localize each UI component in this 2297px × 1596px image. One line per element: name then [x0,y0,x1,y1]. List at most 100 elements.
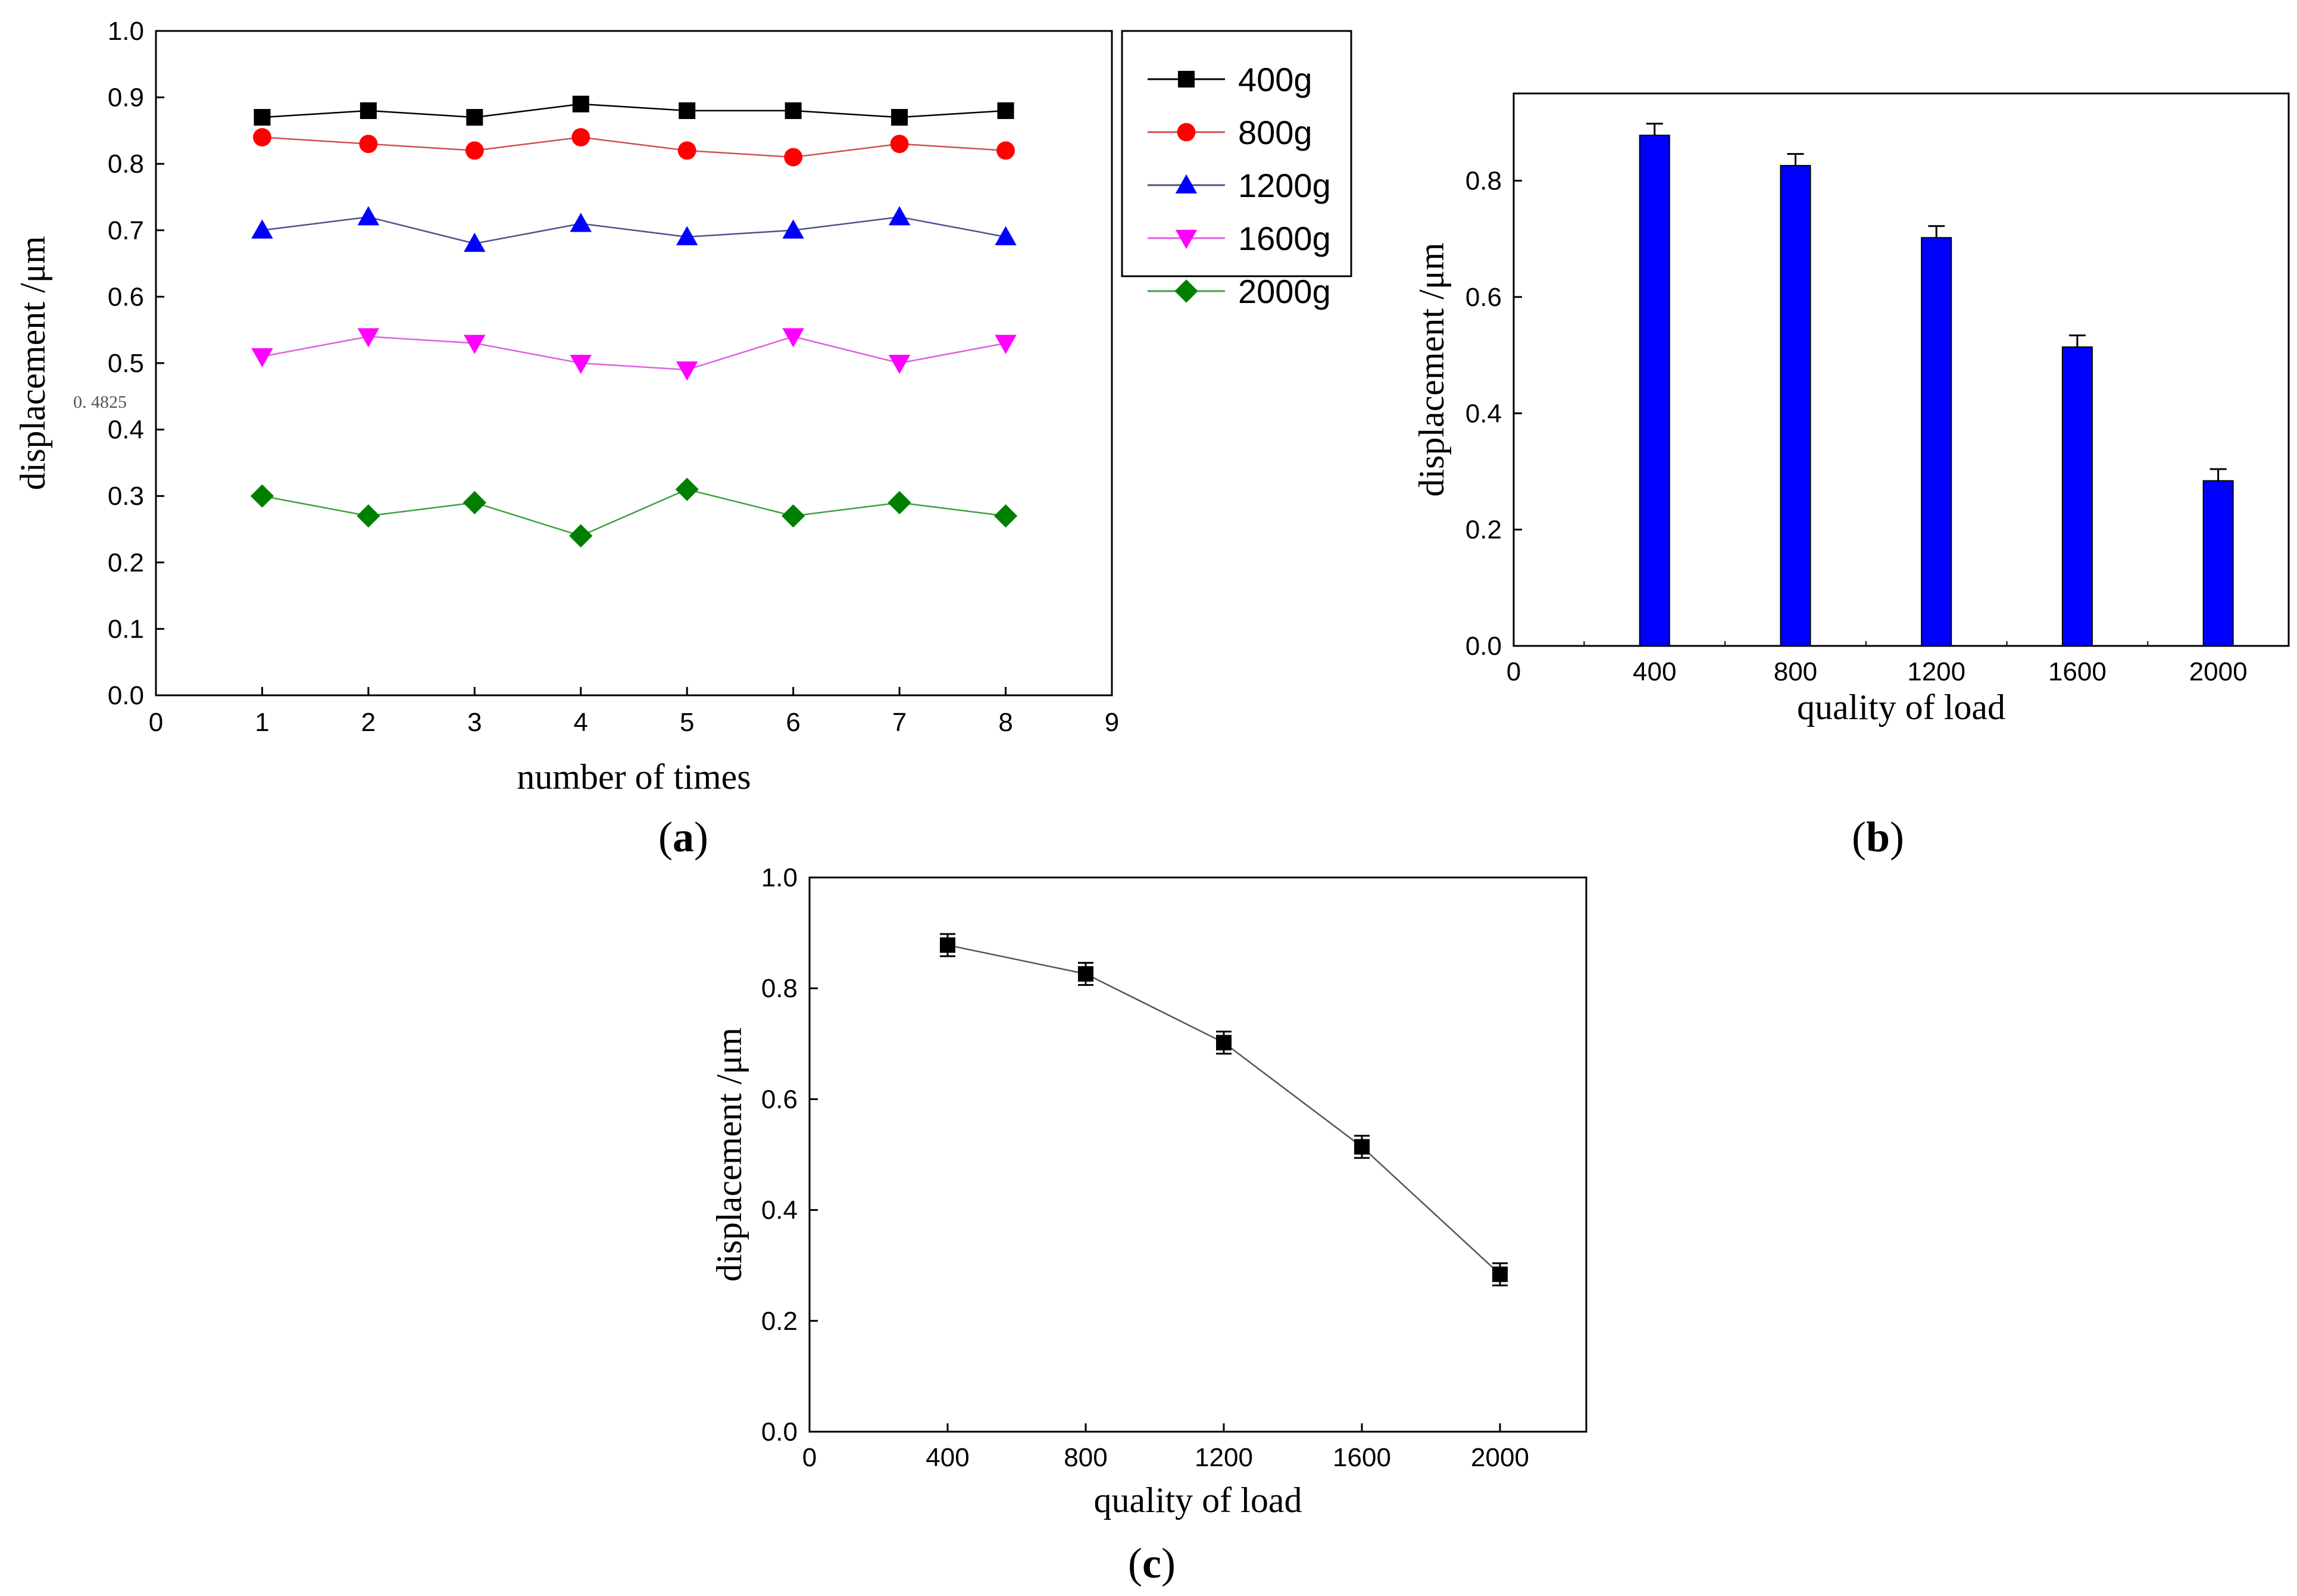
bar-1200 [1921,237,1952,646]
y-tick-label: 0.7 [108,216,144,245]
legend-label: 1200g [1238,167,1331,204]
data-point-2000g [887,491,911,514]
x-tick-label: 1600 [1333,1443,1391,1472]
data-point-800g [465,141,484,160]
legend-label: 1600g [1238,220,1331,257]
x-tick-label: 8 [998,708,1012,737]
x-tick-label: 0 [149,708,163,737]
y-tick-label: 0.0 [108,681,144,710]
data-point-400g [572,95,589,113]
data-point-1200g [570,213,592,232]
series-line-800g [262,136,1006,158]
data-point-2000g [462,491,486,514]
y-tick-label: 0.4 [1465,399,1502,428]
data-point-1200g [251,219,273,239]
data-point-1600g [251,348,273,368]
y-tick-label: 0.3 [108,482,144,511]
data-point-1200g [676,226,698,245]
y-tick-label: 0.6 [1465,283,1502,312]
y-tick-label: 0.4 [761,1196,798,1225]
data-point-1600g [570,355,592,374]
data-point-400g [679,102,696,119]
x-tick-label: 1600 [2048,657,2107,686]
data-point-1600g [464,335,486,354]
series-line-1600g [262,336,1006,371]
chart-a: 0 1 2 3 4 5 6 7 8 9 0.0 0.1 0.2 0.3 0.4 0.5 0.6 0.7 0.8 0.9… [13,17,1119,797]
y-tick-label: 1.0 [108,17,144,46]
series-line [947,944,1501,1275]
series-line-1200g [262,216,1006,245]
data-point-800g [253,128,271,146]
bar-2000 [2202,480,2234,646]
panel-label-c: (c) [1128,1539,1176,1587]
y-tick-label: 0.2 [761,1307,798,1336]
x-axis-label: quality of load [1094,1481,1302,1520]
data-point-1200g [782,219,804,239]
legend-label: 800g [1238,114,1312,151]
bar-1600 [2061,346,2093,646]
x-tick-label: 2 [361,708,376,737]
data-point-1200g [995,226,1017,245]
legend-marker [1175,174,1198,193]
legend-label: 400g [1238,61,1312,98]
data-point-1600g [995,335,1017,354]
data-point-1200g [464,232,486,252]
plot-frame-c [808,876,1587,1433]
data-point [1492,1266,1508,1282]
bar-800 [1780,165,1811,646]
legend-marker [1178,71,1195,88]
data-point-1200g [357,206,380,226]
x-tick-label: 800 [1064,1443,1107,1472]
plot-frame-a [155,30,1113,697]
x-axis-label: quality of load [1797,688,2005,727]
x-tick-label: 2000 [2189,657,2248,686]
y-tick-label: 0.0 [761,1417,798,1447]
y-tick-label: 0.8 [108,149,144,179]
y-tick-label: 0.0 [1465,632,1502,661]
data-point-400g [997,102,1014,119]
data-point [940,937,955,953]
legend-a: 400g 800g 1200g 1600g 2000g [1121,30,1352,310]
data-point-1600g [782,328,804,348]
x-tick-label: 800 [1774,657,1817,686]
data-point-400g [254,109,271,126]
legend-box [1121,30,1352,277]
data-point [1078,966,1093,982]
data-point-1600g [676,361,698,381]
y-tick-label: 0.2 [1465,516,1502,545]
y-axis-label: displacement /μm [1412,242,1451,496]
panel-label-b: (b) [1852,813,1904,861]
plot-frame-b [1512,92,2290,647]
data-point-800g [890,135,909,154]
data-point-800g [571,128,590,146]
data-point [1216,1035,1232,1051]
x-tick-label: 1200 [1195,1443,1253,1472]
chart-c: 0 400 800 1200 1600 2000 0.0 0.2 0.4 0.6 0.8 1.0 qua… [710,863,1587,1520]
data-point-2000g [357,504,380,528]
data-point-2000g [675,477,699,501]
data-point-800g [784,148,803,167]
y-tick-label: 0.8 [1465,167,1502,196]
y-axis-label: displacement /μm [710,1027,749,1282]
data-point-2000g [569,524,593,548]
x-tick-label: 3 [467,708,482,737]
x-tick-label: 4 [574,708,588,737]
y-tick-label: 0.6 [761,1085,798,1114]
x-tick-label: 400 [926,1443,969,1472]
y-tick-label: 1.0 [761,863,798,892]
x-tick-label: 7 [892,708,907,737]
series-line-2000g [262,488,1006,537]
x-tick-label: 9 [1105,708,1119,737]
data-point-2000g [993,504,1018,528]
data-point-1600g [357,328,380,348]
y-axis-label: displacement /μm [13,236,52,490]
y-tick-label: 0.4 [108,416,144,445]
legend-marker [1174,279,1198,303]
data-point-1200g [888,206,911,226]
data-point-800g [677,141,696,160]
y-tick-label: 0.8 [761,974,798,1003]
bar-400 [1639,135,1670,646]
panel-label-a: (a) [658,813,708,861]
x-tick-label: 0 [1507,657,1521,686]
